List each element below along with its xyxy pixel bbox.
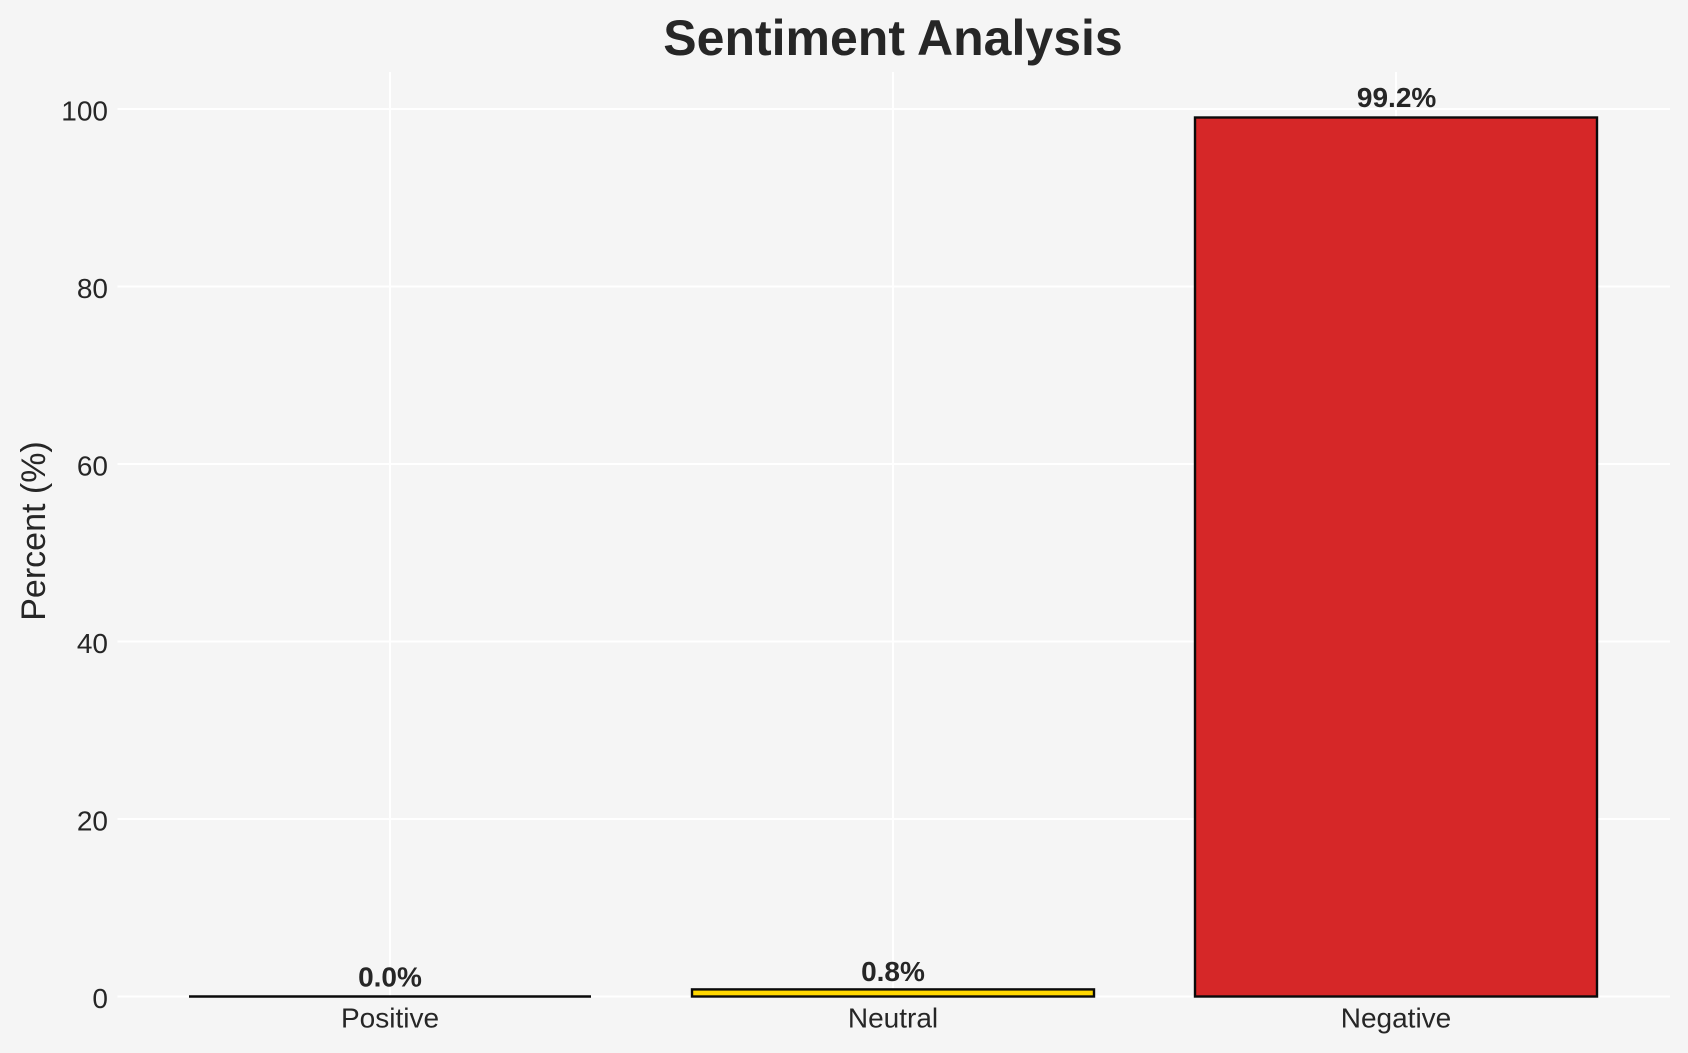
- svg-text:80: 80: [77, 273, 108, 304]
- svg-text:100: 100: [61, 96, 108, 127]
- svg-text:Sentiment Analysis: Sentiment Analysis: [663, 10, 1122, 66]
- svg-text:0.8%: 0.8%: [861, 956, 925, 987]
- svg-text:99.2%: 99.2%: [1357, 82, 1436, 113]
- svg-text:Positive: Positive: [341, 1003, 439, 1034]
- svg-text:0: 0: [92, 983, 108, 1014]
- svg-text:Negative: Negative: [1341, 1003, 1452, 1034]
- svg-text:Neutral: Neutral: [848, 1003, 938, 1034]
- svg-text:20: 20: [77, 806, 108, 837]
- svg-text:60: 60: [77, 451, 108, 482]
- svg-text:Percent (%): Percent (%): [15, 441, 53, 621]
- svg-text:40: 40: [77, 628, 108, 659]
- svg-text:0.0%: 0.0%: [358, 962, 422, 993]
